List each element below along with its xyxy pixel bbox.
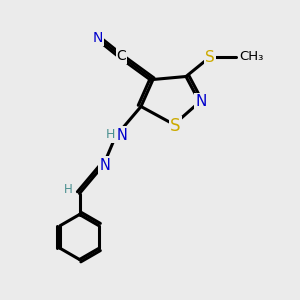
- Text: N: N: [117, 128, 128, 142]
- Text: S: S: [170, 117, 181, 135]
- Text: H: H: [64, 183, 73, 196]
- Text: CH₃: CH₃: [239, 50, 263, 64]
- Text: N: N: [92, 31, 103, 44]
- Text: N: N: [100, 158, 110, 172]
- Text: C: C: [117, 49, 126, 62]
- Text: N: N: [195, 94, 207, 109]
- Text: S: S: [205, 50, 215, 64]
- Text: H: H: [105, 128, 115, 142]
